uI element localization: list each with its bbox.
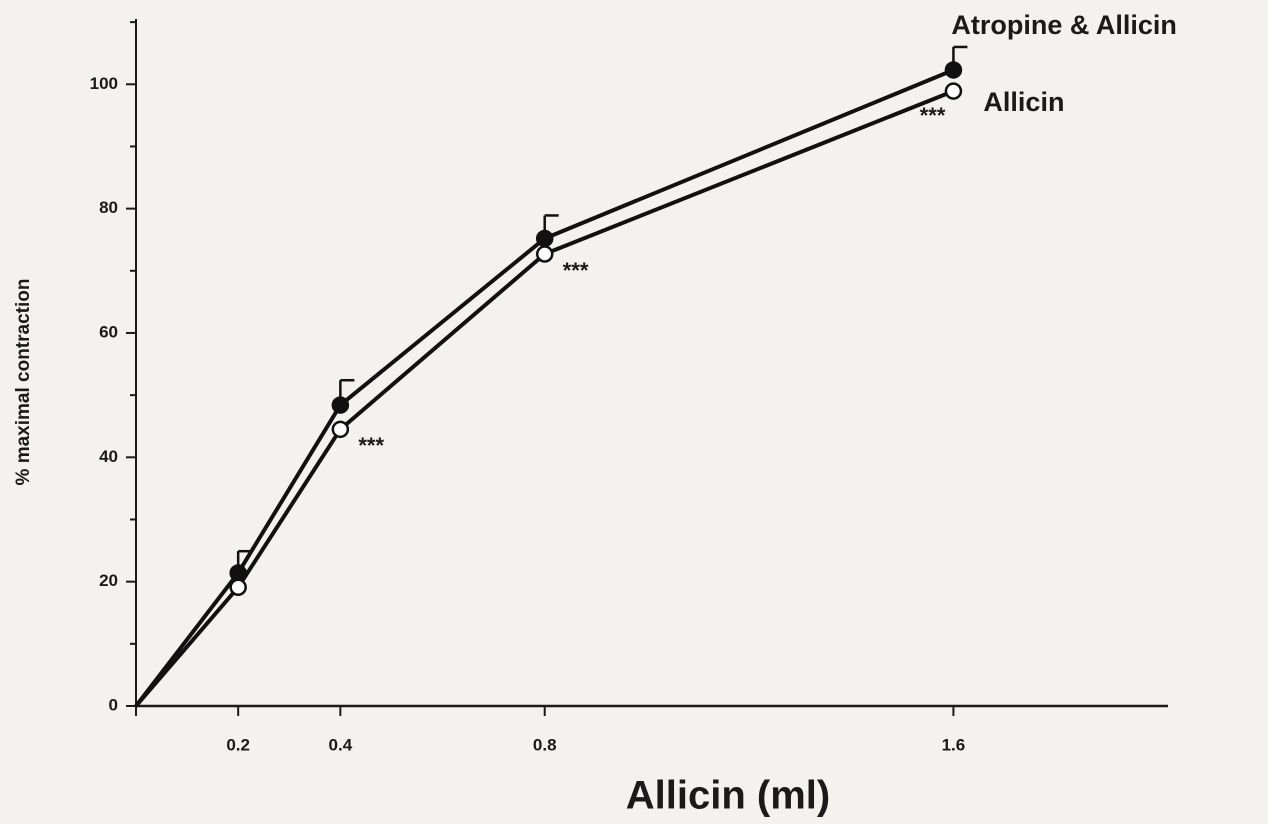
marker [535, 245, 554, 263]
y-tick-label: 40 [99, 447, 118, 466]
significance-annotation: *** [358, 433, 384, 458]
marker [944, 61, 963, 79]
x-tick-label: 0.4 [329, 735, 353, 754]
series-label: Atropine & Allicin [951, 10, 1177, 40]
x-tick-label: 0.2 [226, 735, 250, 754]
significance-annotation: *** [920, 103, 946, 128]
y-tick-label: 20 [99, 571, 118, 590]
marker [229, 578, 247, 597]
y-tick-label: 60 [99, 322, 118, 341]
x-axis-label: Allicin (ml) [626, 774, 830, 818]
series-label: Allicin [983, 87, 1064, 117]
marker [331, 420, 350, 439]
x-tick-label: 0.8 [533, 735, 557, 754]
y-tick-label: 100 [90, 74, 118, 93]
marker [944, 82, 963, 100]
y-axis-label: % maximal contraction [13, 279, 34, 486]
significance-annotation: *** [563, 258, 589, 283]
marker [229, 564, 247, 582]
y-tick-label: 0 [109, 695, 118, 714]
y-tick-label: 80 [99, 198, 118, 217]
marker [535, 229, 554, 248]
x-tick-label: 1.6 [942, 735, 966, 754]
marker [331, 396, 350, 414]
